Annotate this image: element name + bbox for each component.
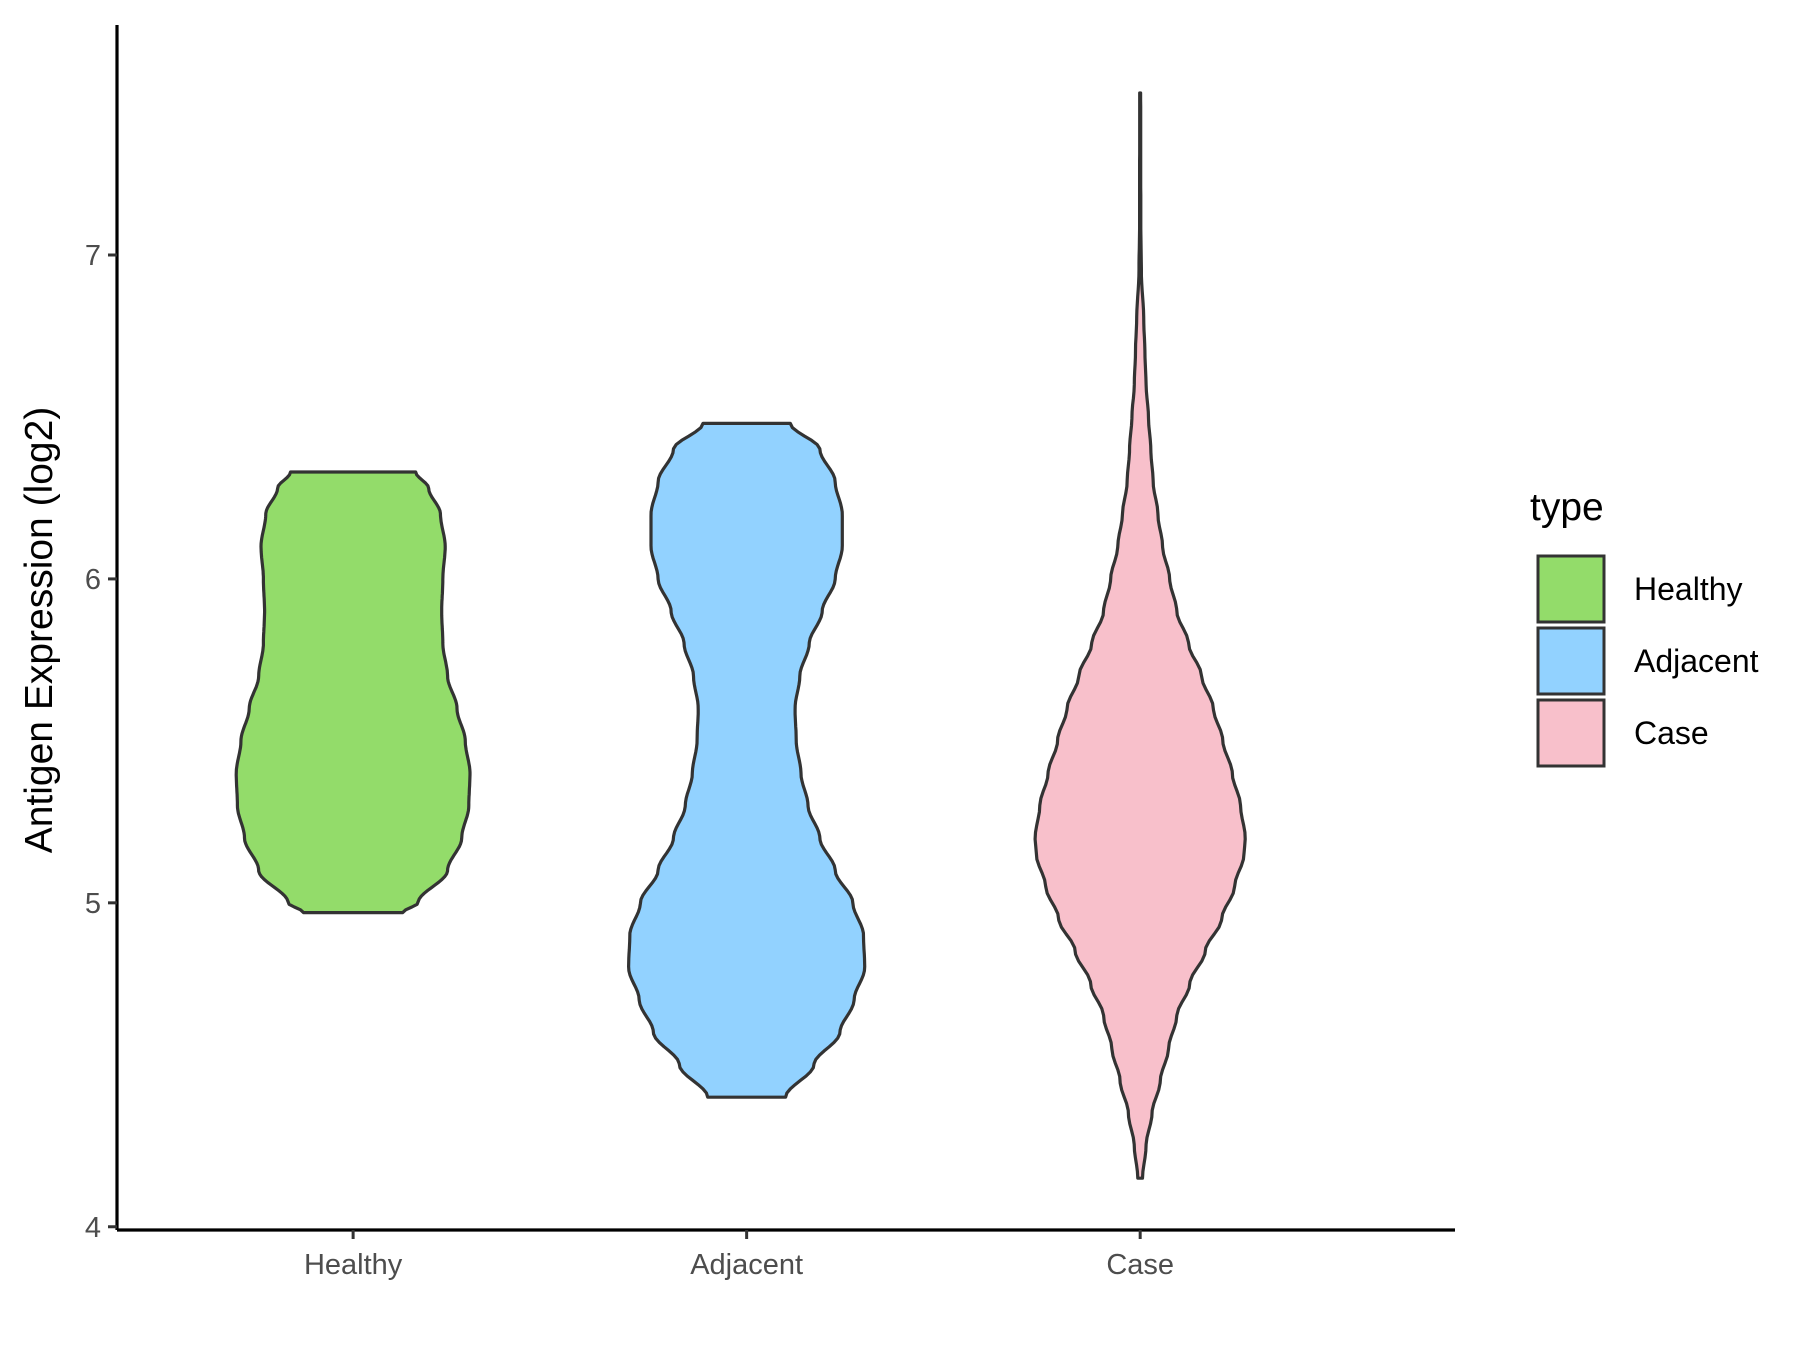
axes-layer: 4 5 6 7 Healthy Adjacent Case: [85, 25, 1455, 1281]
y-tick-label: 7: [85, 240, 101, 272]
violin-healthy: [234, 470, 472, 915]
legend-label-adjacent: Adjacent: [1634, 643, 1759, 679]
y-tick-label: 5: [85, 888, 101, 920]
x-tick-label: Healthy: [304, 1249, 403, 1281]
legend-key-case: [1536, 698, 1606, 768]
y-axis-title: Antigen Expression (log2): [18, 407, 61, 854]
violin-layer: [234, 91, 1247, 1180]
legend-label-case: Case: [1634, 715, 1709, 751]
y-tick-label: 4: [85, 1212, 101, 1244]
y-tick-label: 6: [85, 564, 101, 596]
violin-case: [1033, 91, 1247, 1180]
x-tick-label: Case: [1106, 1249, 1174, 1281]
legend-title: type: [1530, 486, 1604, 529]
legend-key-healthy: [1536, 554, 1606, 624]
legend: type Healthy Adjacent Case: [1530, 486, 1759, 768]
violin-adjacent: [627, 421, 867, 1099]
x-tick-label: Adjacent: [690, 1249, 803, 1281]
legend-key-adjacent: [1536, 626, 1606, 696]
legend-label-healthy: Healthy: [1634, 571, 1743, 607]
